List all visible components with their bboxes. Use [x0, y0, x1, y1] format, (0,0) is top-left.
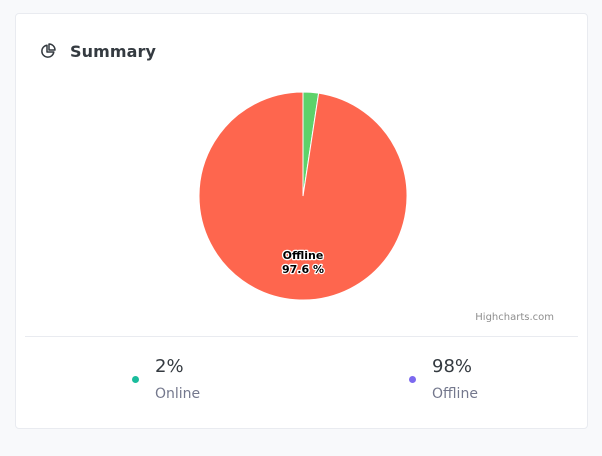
divider	[25, 336, 578, 337]
pie-label-value: 97.6 %	[282, 263, 324, 276]
offline-percentage: 98%	[432, 356, 473, 377]
pie-slice-offline[interactable]	[198, 91, 408, 301]
pie-chart: Offline 97.6 %	[16, 74, 589, 334]
online-percentage: 2%	[155, 356, 184, 377]
card-title: Summary	[70, 41, 157, 61]
offline-label: Offline	[432, 386, 478, 402]
pie-label-name: Offline	[283, 249, 324, 262]
online-dot-icon	[132, 376, 139, 383]
online-label: Online	[155, 386, 201, 402]
offline-dot-icon	[409, 376, 416, 383]
summary-card: Summary Offline 97.6 % Highcharts.com 2% …	[15, 13, 588, 429]
highcharts-credits[interactable]: Highcharts.com	[475, 312, 554, 323]
card-header: Summary	[40, 41, 156, 61]
pie-chart-icon	[40, 43, 56, 59]
